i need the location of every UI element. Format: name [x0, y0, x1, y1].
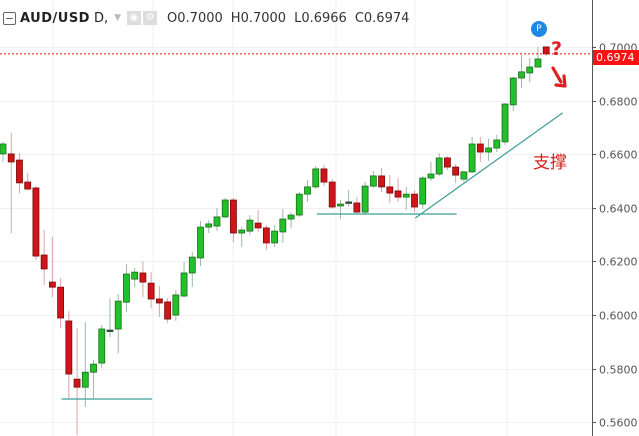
- candle-body: [147, 282, 155, 300]
- candle-body: [320, 168, 328, 183]
- gear-icon[interactable]: ⚙: [143, 11, 158, 25]
- candle-body: [221, 199, 229, 218]
- candle-body: [188, 256, 196, 274]
- candle-body: [402, 193, 410, 198]
- candle-body: [230, 199, 237, 234]
- eye-icon[interactable]: ◉: [127, 11, 142, 25]
- dropdown-caret-icon[interactable]: ▼: [114, 13, 122, 23]
- candle-body: [419, 177, 427, 205]
- y-axis-tick-label: 0.6800: [599, 96, 638, 109]
- arrow-down-right-icon: [551, 66, 567, 88]
- candle-body: [378, 175, 385, 188]
- candle-body: [485, 147, 492, 153]
- candle-body: [304, 186, 311, 195]
- candle-body: [114, 300, 122, 330]
- candle-body: [123, 273, 130, 303]
- p-marker-icon[interactable]: P: [531, 21, 547, 37]
- candle-body: [172, 294, 180, 316]
- candle-body: [24, 181, 32, 190]
- candle-body: [542, 46, 550, 55]
- y-axis-tick-label: 0.6400: [599, 203, 638, 216]
- candle-body: [164, 301, 172, 320]
- candle-body: [509, 77, 517, 106]
- candle-body: [353, 202, 361, 213]
- candle-body: [262, 227, 270, 244]
- ohlc-close: C0.6974: [354, 10, 410, 26]
- candle-body: [518, 71, 525, 79]
- candle-body: [460, 171, 468, 180]
- candle-body: [476, 143, 484, 153]
- candle-body: [411, 193, 418, 208]
- candle-body: [131, 271, 139, 280]
- candle-body: [32, 187, 40, 257]
- support-annotation: 支撑: [533, 153, 567, 173]
- candle-body: [435, 157, 443, 175]
- y-axis-tick-label: 0.6200: [599, 256, 638, 269]
- last-price-tag: 0.6974: [593, 50, 639, 65]
- candle-body: [65, 320, 73, 375]
- candle-body: [345, 201, 353, 204]
- y-axis-tick-label: 0.5600: [599, 417, 638, 430]
- candle-body: [180, 272, 188, 297]
- candle-body: [501, 103, 509, 143]
- candle-body: [361, 185, 369, 213]
- candle-body: [444, 157, 451, 168]
- candle-body: [312, 168, 320, 188]
- candle-body: [271, 230, 278, 244]
- candle-body: [205, 223, 213, 228]
- candle-body: [16, 159, 23, 184]
- candle-body: [139, 272, 147, 283]
- candle-body: [40, 254, 48, 270]
- ohlc-high: H0.7000: [230, 10, 287, 26]
- candle-body: [106, 329, 114, 332]
- ohlc-open: O0.7000: [167, 10, 223, 26]
- candle-body: [73, 378, 81, 388]
- candle-body: [337, 203, 344, 207]
- candle-body: [279, 218, 287, 233]
- candle-body: [295, 193, 303, 216]
- candle-body: [7, 153, 15, 163]
- trend-line: [414, 112, 563, 219]
- candle-body: [452, 166, 460, 176]
- candle-body: [328, 181, 336, 208]
- candle-body: [427, 173, 435, 179]
- candle-body: [90, 363, 97, 373]
- candle-body: [526, 66, 534, 74]
- y-axis-tick-label: 0.6000: [599, 310, 638, 323]
- candle-body: [197, 226, 204, 259]
- candle-body: [534, 58, 542, 68]
- ohlc-low: L0.6966: [294, 10, 347, 26]
- candle-body: [394, 190, 402, 198]
- candle-body: [48, 281, 56, 288]
- candle-body: [81, 371, 89, 388]
- candle-body: [98, 328, 106, 364]
- candle-body: [213, 216, 221, 227]
- candle-body: [287, 214, 295, 220]
- candle-body: [369, 175, 377, 187]
- candle-body: [238, 229, 246, 234]
- y-axis-tick-label: 0.5800: [599, 364, 638, 377]
- chart-legend: AUD/USD D, ▼ ◉ ⚙ O0.7000 H0.7000 L0.6966…: [3, 9, 409, 27]
- candle-body: [0, 143, 7, 155]
- candle-body: [155, 298, 163, 304]
- candle-body: [493, 139, 501, 149]
- question-annotation: ?: [551, 38, 563, 60]
- candle-body: [386, 186, 394, 194]
- symbol-label[interactable]: AUD/USD: [20, 10, 90, 26]
- candle-body: [468, 143, 476, 173]
- candle-body: [254, 222, 262, 229]
- interval-label[interactable]: D,: [93, 10, 109, 26]
- candle-body: [57, 286, 65, 319]
- candle-body: [246, 219, 254, 232]
- y-axis-tick-label: 0.6600: [599, 149, 638, 162]
- collapse-icon[interactable]: [3, 11, 16, 25]
